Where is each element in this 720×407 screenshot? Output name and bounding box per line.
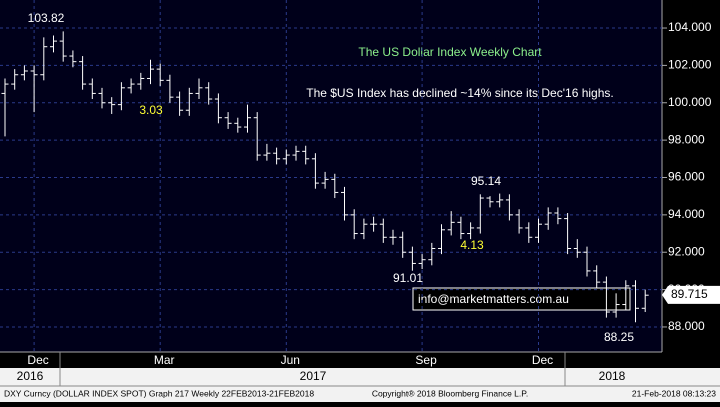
- annotation: 95.14: [471, 174, 501, 188]
- annotation: 103.82: [28, 11, 65, 25]
- footer-left: DXY Curncy (DOLLAR INDEX SPOT) Graph 217…: [4, 388, 314, 398]
- last-price-marker: [662, 285, 720, 304]
- annotation: 4.13: [460, 238, 484, 252]
- footer-right: 21-Feb-2018 08:13:23: [632, 388, 716, 398]
- x-tick-label: Jun: [281, 353, 300, 367]
- x-tick-label: Sep: [415, 353, 437, 367]
- footer-center: Copyright® 2018 Bloomberg Finance L.P.: [372, 388, 528, 398]
- year-label: 2018: [599, 369, 626, 383]
- y-tick-label: 96.000: [668, 170, 705, 184]
- year-label: 2016: [17, 369, 44, 383]
- y-tick-label: 94.000: [668, 207, 705, 221]
- x-tick-label: Dec: [27, 353, 48, 367]
- y-tick-label: 92.000: [668, 244, 705, 258]
- y-tick-label: 88.000: [668, 319, 705, 333]
- annotation: 88.25: [604, 330, 634, 344]
- y-tick-label: 104.000: [668, 20, 712, 34]
- annotation: 3.03: [139, 103, 163, 117]
- y-tick-label: 100.000: [668, 95, 712, 109]
- chart-subtitle: The $US Index has declined ~14% since it…: [306, 86, 613, 100]
- y-tick-label: 102.000: [668, 58, 712, 72]
- year-row: [0, 368, 720, 402]
- y-tick-label: 98.000: [668, 132, 705, 146]
- annotation: 91.01: [393, 271, 423, 285]
- x-tick-label: Dec: [532, 353, 553, 367]
- x-tick-label: Mar: [154, 353, 175, 367]
- email: info@marketmatters.com.au: [418, 292, 569, 306]
- month-row: [0, 352, 720, 368]
- chart-title: The US Dollar Index Weekly Chart: [358, 45, 542, 59]
- year-label: 2017: [300, 369, 327, 383]
- email-box: [412, 287, 631, 311]
- last-price-label: 89.715: [671, 287, 708, 301]
